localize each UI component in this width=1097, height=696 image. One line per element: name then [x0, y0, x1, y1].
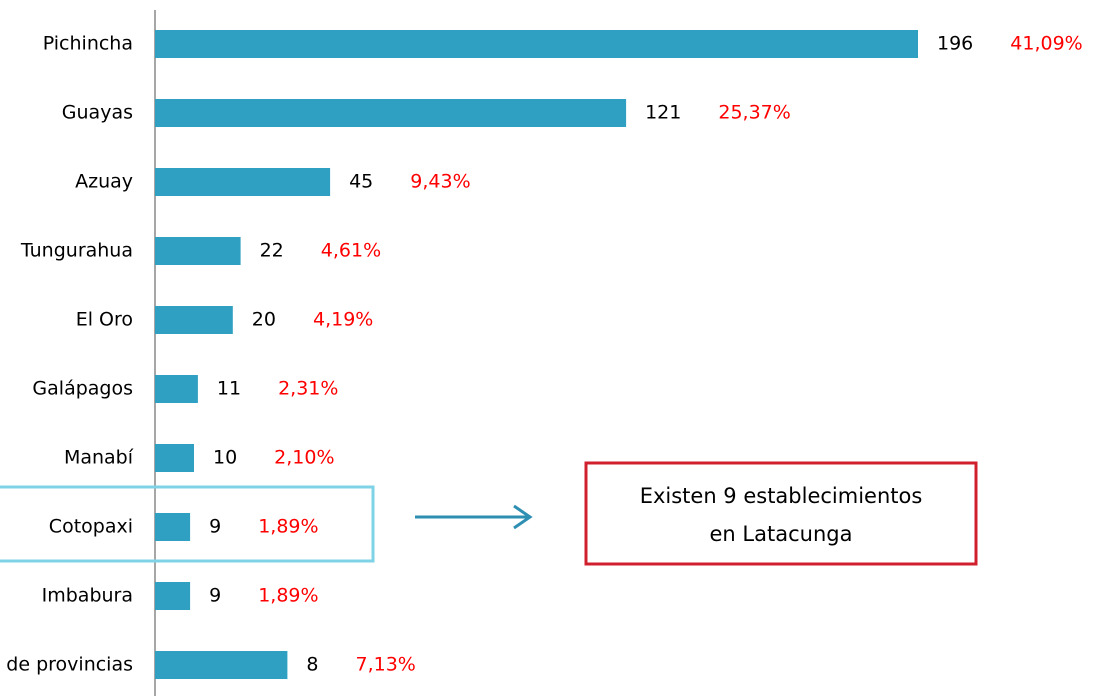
bar	[155, 444, 194, 472]
category-label: Azuay	[75, 171, 133, 193]
category-label: Pichincha	[43, 33, 133, 55]
value-label: 25,37%	[718, 102, 790, 124]
category-label: Imbabura	[42, 585, 133, 607]
bar	[155, 651, 288, 679]
value-label: 2,31%	[278, 378, 338, 400]
value-label: 7,13%	[355, 654, 415, 676]
category-label: Galápagos	[32, 378, 133, 400]
count-label: 9	[209, 585, 221, 607]
value-label: 4,19%	[313, 309, 373, 331]
value-label: 9,43%	[410, 171, 470, 193]
category-label: Tungurahua	[20, 240, 133, 262]
annotation-text: en Latacunga	[710, 522, 853, 546]
count-label: 10	[213, 447, 237, 469]
count-label: 22	[260, 240, 284, 262]
bar	[155, 513, 191, 541]
category-label: El Oro	[76, 309, 133, 331]
bar	[155, 237, 241, 265]
count-label: 9	[209, 516, 221, 538]
count-label: 11	[217, 378, 241, 400]
value-label: 4,61%	[321, 240, 381, 262]
bar	[155, 582, 191, 610]
category-label: Cotopaxi	[49, 516, 133, 538]
value-label: 1,89%	[258, 585, 318, 607]
category-label: Manabí	[64, 447, 134, 469]
bar	[155, 30, 918, 58]
category-label: de provincias	[6, 654, 133, 676]
count-label: 196	[937, 33, 973, 55]
bar	[155, 168, 331, 196]
value-label: 1,89%	[258, 516, 318, 538]
count-label: 8	[306, 654, 318, 676]
highlight-box	[0, 485, 375, 563]
category-label: Guayas	[62, 102, 133, 124]
count-label: 121	[645, 102, 681, 124]
bar	[155, 306, 233, 334]
arrow-head	[513, 504, 533, 530]
count-label: 45	[349, 171, 373, 193]
bar	[155, 99, 627, 127]
count-label: 20	[252, 309, 276, 331]
bar	[155, 375, 198, 403]
annotation-text: Existen 9 establecimientos	[640, 484, 923, 508]
value-label: 2,10%	[274, 447, 334, 469]
value-label: 41,09%	[1010, 33, 1082, 55]
annotation-box	[584, 461, 978, 566]
